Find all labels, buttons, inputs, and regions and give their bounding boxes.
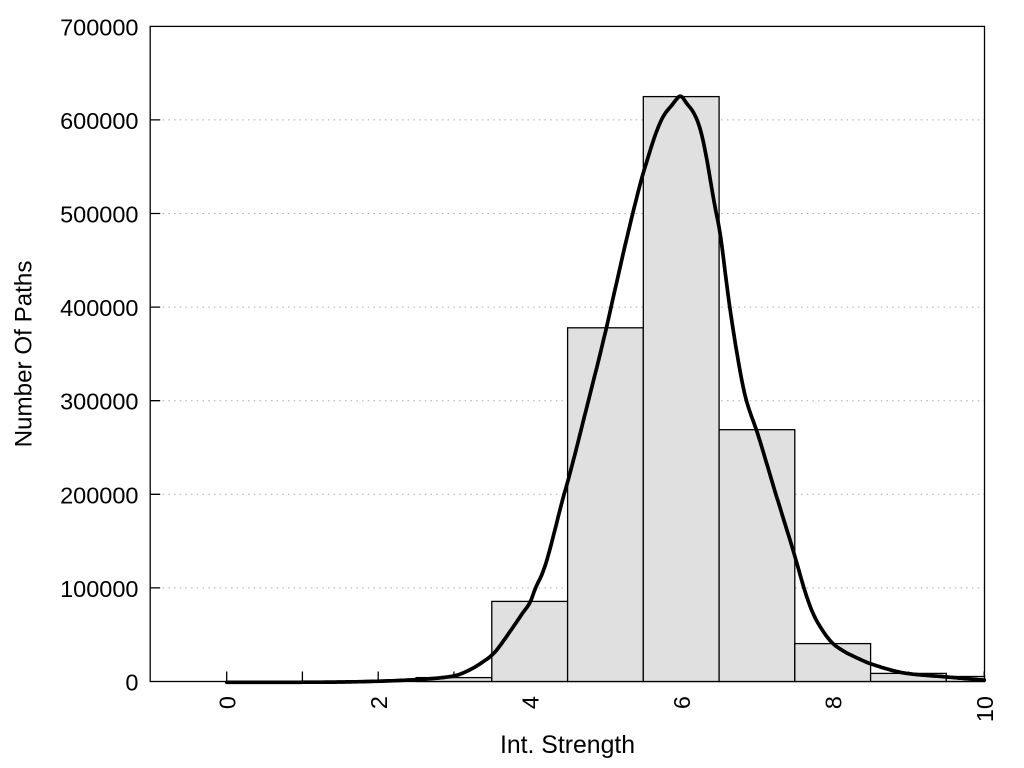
svg-text:700000: 700000 [60, 14, 138, 40]
svg-text:500000: 500000 [60, 202, 138, 228]
svg-text:4: 4 [517, 696, 543, 709]
svg-text:2: 2 [366, 696, 392, 709]
svg-text:200000: 200000 [60, 482, 138, 508]
svg-text:Int. Strength: Int. Strength [500, 732, 635, 759]
svg-text:300000: 300000 [60, 389, 138, 415]
svg-text:8: 8 [820, 696, 846, 709]
svg-text:0: 0 [214, 696, 240, 709]
svg-text:6: 6 [669, 696, 695, 709]
svg-text:0: 0 [125, 670, 138, 696]
svg-text:10: 10 [972, 696, 998, 722]
svg-text:600000: 600000 [60, 108, 138, 134]
svg-text:100000: 100000 [60, 576, 138, 602]
svg-text:400000: 400000 [60, 295, 138, 321]
svg-text:Number Of Paths: Number Of Paths [11, 261, 38, 448]
